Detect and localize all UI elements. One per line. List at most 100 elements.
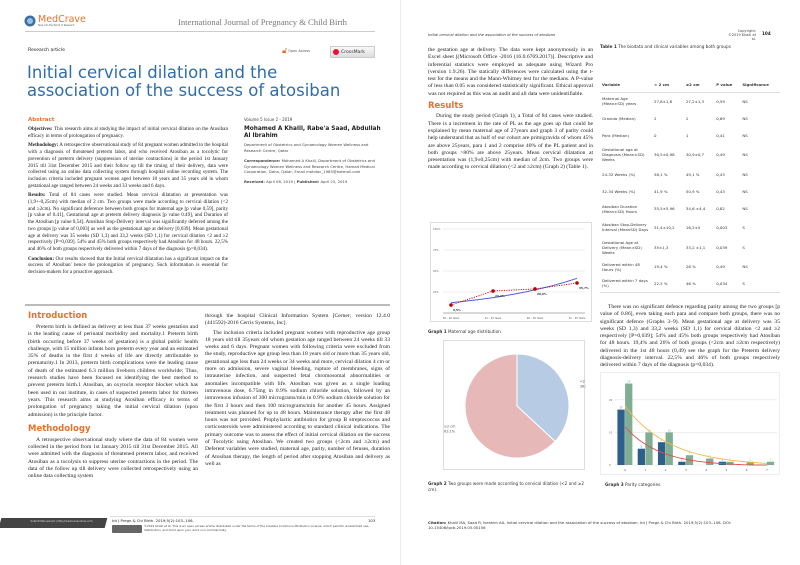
table-cell: 0 <box>654 132 657 138</box>
bar <box>645 432 653 465</box>
bar-label: 1 <box>749 458 751 462</box>
section-rule <box>25 304 390 306</box>
open-access-lock-icon: 🔓︎ <box>282 46 288 55</box>
y-tick-label: 10 <box>609 430 613 434</box>
table-cell: 41,9 % <box>654 189 668 194</box>
authors: Mohamed A Khalil, Rabe'a Saad, Abdullah … <box>244 126 381 140</box>
article-info: Volume 5 Issue 2 - 2019 Mohamed A Khalil… <box>244 117 384 185</box>
table-cell: 0,49 <box>716 152 725 157</box>
x-tick-label: 2 <box>665 468 667 472</box>
bar-label: 1 <box>721 458 723 462</box>
footer-rule <box>110 516 375 517</box>
data-label: 26,2% <box>495 294 505 298</box>
introduction-heading: Introduction <box>28 311 88 321</box>
crossmark-button[interactable]: CrossMark <box>330 46 375 58</box>
table-cell: 46 % <box>685 280 696 286</box>
table-cell: 35±1,3 <box>654 245 669 250</box>
journal-title: International Journal of Pregnancy & Chi… <box>178 17 347 27</box>
data-point <box>533 287 537 291</box>
copyright: Copyright: ©2019 Khalil et al. <box>728 29 756 41</box>
methodology-heading: Methodology <box>28 423 91 434</box>
graph2-caption: Graph 2 Two groups were made according t… <box>428 481 585 492</box>
article-title: Initial cervical dilation and the associ… <box>27 63 341 100</box>
bar-label: 5 <box>640 445 642 449</box>
x-tick-label: 26 – 30 Years <box>527 316 544 320</box>
citation: Citation: Khalil MA, Saad R, Ibrahim AA.… <box>428 520 732 530</box>
affiliation: Department of Obstetrics and Gynaecology… <box>244 142 369 153</box>
table-cell: 2 <box>685 116 689 121</box>
table-cell: 2 <box>654 116 657 121</box>
table-cell: 19,4 % <box>654 264 668 269</box>
abstract-objectives: Objectives: This research aims at studyi… <box>28 126 228 139</box>
table-row: Gestational Age at Delivery (Mean±SD) We… <box>600 237 780 258</box>
logo-tagline: Step into the World of Research <box>38 24 75 27</box>
dates: Received: April 08, 2019 | Published: Ap… <box>244 179 348 185</box>
abstract-conclusion: Conclusion: Our results showed that the … <box>28 255 228 276</box>
table-cell: NS <box>742 132 748 138</box>
y-tick-label: 50% <box>433 269 439 273</box>
abstract-methodology: Methodology: A retrospective observation… <box>28 142 228 189</box>
x-tick-label: 7 <box>766 468 768 472</box>
bar-label: 7 <box>661 438 663 442</box>
data-point <box>491 289 495 293</box>
table-header-cell: < 2 cm <box>652 78 684 93</box>
table-row: Delivered within 48 Hours (%) 19,4 % 26 % 0… <box>600 258 780 275</box>
submit-manuscript-link[interactable]: Submit Manuscript | http://medcraveonlin… <box>30 520 93 523</box>
x-tick-label: 6 <box>746 468 748 472</box>
table-cell: NS <box>742 98 748 104</box>
data-point <box>449 303 453 307</box>
table-cell: 30,9±0,7 <box>685 152 705 157</box>
table-cell: 24-32 Weeks (%) <box>602 172 636 177</box>
table-row: Atosiban Stop-Delivery Interval (MeanSD)… <box>600 217 780 237</box>
table-cell: Maternal Age (Mean±SD) years <box>602 96 637 107</box>
results-heading: Results <box>428 101 464 112</box>
table-cell: NS <box>742 206 748 211</box>
journal-reference: Int J Pregn & Chi Birth. 2019;5(2):103‒1… <box>112 518 194 523</box>
table-cell: 50,9 % <box>685 189 700 194</box>
correspondence: Correspondence: Mohamed A Khalil, Depart… <box>244 158 375 175</box>
x-tick-label: 21 – 25 Years <box>485 316 502 320</box>
table-cell: 34,6 ±4,4 <box>685 206 706 211</box>
graph3-bar-chart: 0 10 20 0 17 25 1 5 10 2 7 10 3 1 3 4 2 5 1 1 6 1 7 1 <box>600 372 780 475</box>
table-row: 24-32 Weeks (%) 58,1 % 49,1 % 0,43 NS <box>600 166 780 183</box>
trendline <box>624 405 767 464</box>
y-tick-label: 25% <box>433 290 439 294</box>
graph1-caption: Graph 1 Maternal age distribution. <box>428 329 503 334</box>
page-divider <box>400 0 401 565</box>
bar-label: 10 <box>668 428 672 432</box>
table-cell: Gestational Age at Delivery (Mean±SD) We… <box>602 240 642 255</box>
crossmark-icon <box>333 49 339 55</box>
cc-license-icon <box>112 525 142 533</box>
submit-manuscript-banner[interactable]: Submit Manuscript | http://medcraveonlin… <box>0 518 108 528</box>
table-cell: NS <box>742 264 748 269</box>
data-point <box>575 281 579 285</box>
medcrave-logo[interactable]: MedCrave Step into the World of Research <box>24 15 86 27</box>
left-column-2: through the hospital Clinical Informatio… <box>205 313 390 470</box>
trendline <box>624 426 767 466</box>
open-access-label: Open Access <box>288 49 310 53</box>
y-tick-label: 0 <box>609 463 611 467</box>
table-cell: 0,43 <box>716 189 725 194</box>
table-header-cell: ≥2 cm <box>683 78 715 93</box>
table-header-cell: P value <box>714 78 741 93</box>
bar <box>617 409 625 465</box>
table-cell: 31,4±10,2 <box>654 224 675 230</box>
x-tick-label: 1 <box>644 468 646 472</box>
table-cell: Gravida (Median) <box>602 116 636 121</box>
table-cell: Gestational age at Diagnosis (Mean±SD) W… <box>602 147 645 162</box>
table-cell: NS <box>742 116 748 121</box>
article-type: Research article <box>28 48 65 53</box>
bar-label: 1 <box>770 458 772 462</box>
data-label: 28,6% <box>537 292 547 296</box>
bar-label: 25 <box>627 380 631 384</box>
table-cell: NS <box>742 189 748 194</box>
bar-label: 3 <box>689 451 691 455</box>
abstract: Abstract Objectives: This research aims … <box>28 117 228 279</box>
table-cell: S <box>742 280 745 286</box>
table-row: Gravida (Median) 2 2 0,69 NS <box>600 110 780 127</box>
table1-caption: Table 1 The biodata and clinical variabl… <box>600 44 731 49</box>
pie-label-name: ≥2 cm <box>444 425 456 429</box>
open-access-badge: 🔓︎ Open Access <box>282 46 310 56</box>
table-cell: 0,49 <box>716 264 725 269</box>
pie-label-value: 63.1% <box>444 430 456 434</box>
